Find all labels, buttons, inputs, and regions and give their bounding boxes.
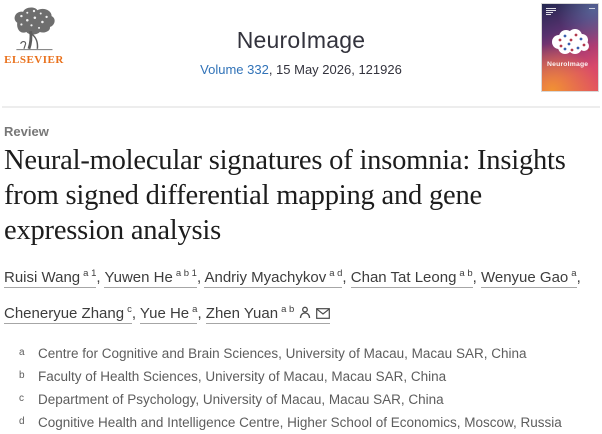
affiliation-sup: d — [19, 416, 25, 427]
journal-issue-line: Volume 332, 15 May 2026, 121926 — [90, 62, 512, 77]
author-link[interactable]: Ruisi Wang a 1 — [4, 268, 97, 288]
header-divider — [2, 106, 600, 108]
affiliation-text: Cognitive Health and Intelligence Centre… — [38, 415, 562, 430]
elsevier-wordmark: ELSEVIER — [4, 54, 64, 66]
affiliation-text: Centre for Cognitive and Brain Sciences,… — [38, 346, 527, 361]
author-affiliation-sup: a 1 — [83, 268, 97, 279]
person-icon[interactable] — [299, 305, 311, 322]
author-link[interactable]: Wenyue Gao a — [480, 268, 577, 288]
author-affiliation-sup: a b 1 — [175, 268, 197, 279]
author-separator: , — [472, 269, 481, 286]
journal-title-block: NeuroImage Volume 332, 15 May 2026, 1219… — [90, 27, 512, 77]
journal-banner: ELSEVIER NeuroImage Volume 332, 15 May 2… — [0, 0, 602, 106]
author-affiliation-sup: c — [127, 304, 132, 315]
affiliation-sup: b — [19, 370, 25, 381]
author-name: Andriy Myachykov — [204, 269, 327, 286]
cover-issue-mark — [589, 8, 595, 9]
affiliation-text: Faculty of Health Sciences, University o… — [38, 369, 447, 384]
author-affiliation-sup: a b — [281, 304, 295, 315]
cover-journal-title: NeuroImage — [547, 61, 589, 68]
author-link[interactable]: Yue He a — [139, 304, 198, 324]
affiliation-item: b Faculty of Health Sciences, University … — [4, 365, 596, 388]
article-header: Review Neural-molecular signatures of in… — [0, 124, 602, 434]
author-separator: , — [96, 269, 105, 286]
author-separator: , — [131, 305, 140, 322]
author-affiliation-sup: a b — [459, 268, 473, 279]
affiliation-list: a Centre for Cognitive and Brain Sciences… — [4, 342, 596, 434]
affiliation-item: c Department of Psychology, University of… — [4, 388, 596, 411]
affiliation-item: a Centre for Cognitive and Brain Sciences… — [4, 342, 596, 365]
author-name: Cheneryue Zhang — [4, 305, 125, 322]
author-link[interactable]: Zhen Yuan a b — [205, 304, 331, 324]
author-separator: , — [342, 269, 351, 286]
author-affiliation-sup: a d — [329, 268, 343, 279]
author-name: Wenyue Gao — [480, 269, 569, 286]
author-separator: , — [196, 269, 205, 286]
author-name: Chan Tat Leong — [350, 269, 457, 286]
volume-link[interactable]: Volume 332 — [200, 62, 269, 77]
author-name: Yue He — [139, 305, 190, 322]
affiliation-sup: c — [19, 393, 24, 404]
author-name: Yuwen He — [104, 269, 173, 286]
author-link[interactable]: Yuwen He a b 1 — [104, 268, 197, 288]
author-affiliation-sup: a — [192, 304, 198, 315]
cover-masthead-text — [546, 8, 556, 16]
author-separator: , — [576, 269, 581, 286]
article-title: Neural-molecular signatures of insomnia:… — [4, 145, 566, 246]
author-link[interactable]: Cheneryue Zhang c — [4, 304, 132, 324]
elsevier-logo[interactable]: ELSEVIER — [4, 6, 64, 66]
cover-brain-illustration — [552, 29, 591, 54]
affiliation-sup: a — [19, 347, 25, 358]
journal-cover-thumbnail[interactable]: NeuroImage — [541, 3, 599, 92]
affiliation-item: d Cognitive Health and Intelligence Centr… — [4, 411, 596, 434]
author-link[interactable]: Andriy Myachykov a d — [204, 268, 343, 288]
affiliation-text: Department of Psychology, University of … — [38, 392, 444, 407]
author-name: Zhen Yuan — [205, 305, 279, 322]
elsevier-tree-logo — [14, 7, 55, 51]
journal-name-link[interactable]: NeuroImage — [236, 27, 366, 53]
author-list: Ruisi Wang a 1, Yuwen He a b 1, Andriy Mya… — [4, 258, 596, 330]
author-separator: , — [197, 305, 206, 322]
envelope-icon[interactable] — [316, 305, 331, 322]
author-affiliation-sup: a — [571, 268, 577, 279]
author-name: Ruisi Wang — [4, 269, 81, 286]
article-type-label: Review — [4, 124, 49, 139]
author-link[interactable]: Chan Tat Leong a b — [350, 268, 473, 288]
issue-info: , 15 May 2026, 121926 — [268, 62, 402, 77]
